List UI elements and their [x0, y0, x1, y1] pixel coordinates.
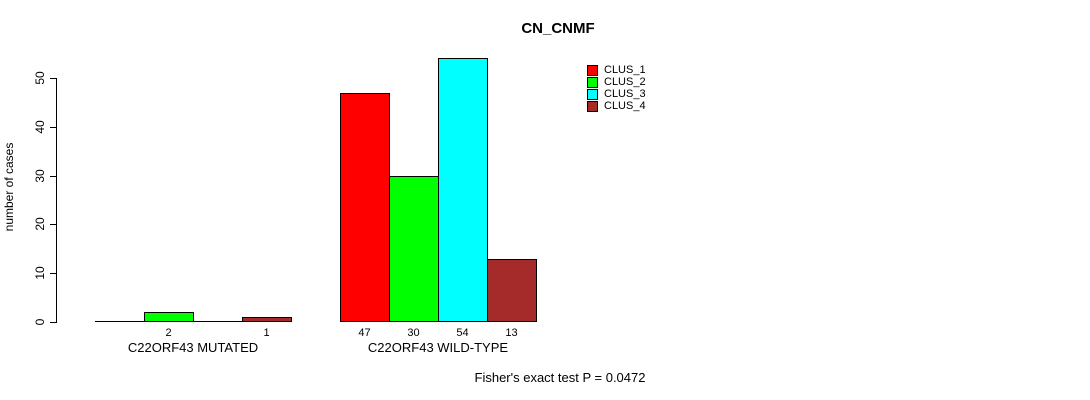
bar-clus-4-c22orf43-mutated	[242, 317, 292, 322]
bar-value-label: 30	[407, 327, 420, 339]
category-label-c22orf43-mutated: C22ORF43 MUTATED	[127, 340, 259, 355]
legend-label: CLUS_1	[604, 64, 646, 76]
y-tick-label: 50	[33, 71, 47, 85]
y-tick	[50, 78, 56, 79]
bar-value-label: 47	[358, 327, 371, 339]
bar-clus-3-c22orf43-wild-type	[438, 58, 488, 322]
legend-swatch-clus-2	[587, 77, 598, 88]
legend-swatch-clus-3	[587, 89, 598, 100]
y-tick	[50, 273, 56, 274]
y-tick-label: 40	[33, 120, 47, 134]
bar-value-label: 13	[505, 327, 518, 339]
bar-clus-1-c22orf43-mutated-zero	[95, 321, 145, 322]
bar-clus-4-c22orf43-wild-type	[487, 259, 537, 322]
y-tick	[50, 322, 56, 323]
legend-swatch-clus-4	[587, 101, 598, 112]
category-label-c22orf43-wild-type: C22ORF43 WILD-TYPE	[367, 340, 509, 355]
bar-clus-2-c22orf43-mutated	[144, 312, 194, 322]
y-axis-line	[56, 78, 57, 323]
stat-caption: Fisher's exact test P = 0.0472	[474, 370, 646, 385]
y-tick	[50, 127, 56, 128]
legend-swatch-clus-1	[587, 65, 598, 76]
bar-value-label: 1	[263, 327, 270, 339]
bar-clus-3-c22orf43-mutated-zero	[193, 321, 243, 322]
legend-item-clus-3: CLUS_3	[587, 89, 646, 100]
y-tick-label: 20	[33, 217, 47, 231]
y-tick	[50, 176, 56, 177]
legend-label: CLUS_2	[604, 76, 646, 88]
legend-label: CLUS_4	[604, 100, 646, 112]
y-tick-label: 0	[33, 318, 47, 326]
y-tick	[50, 224, 56, 225]
bar-value-label: 2	[165, 327, 172, 339]
legend-item-clus-1: CLUS_1	[587, 65, 646, 76]
y-tick-label: 10	[33, 266, 47, 280]
chart-title: CN_CNMF	[521, 20, 595, 37]
bar-clus-1-c22orf43-wild-type	[340, 93, 390, 322]
legend-item-clus-2: CLUS_2	[587, 77, 646, 88]
y-tick-label: 30	[33, 169, 47, 183]
bar-clus-2-c22orf43-wild-type	[389, 176, 439, 322]
bar-value-label: 54	[456, 327, 469, 339]
y-axis-label: number of cases	[2, 142, 16, 232]
legend-label: CLUS_3	[604, 88, 646, 100]
legend-item-clus-4: CLUS_4	[587, 101, 646, 112]
legend: CLUS_1 CLUS_2 CLUS_3 CLUS_4	[587, 65, 646, 113]
